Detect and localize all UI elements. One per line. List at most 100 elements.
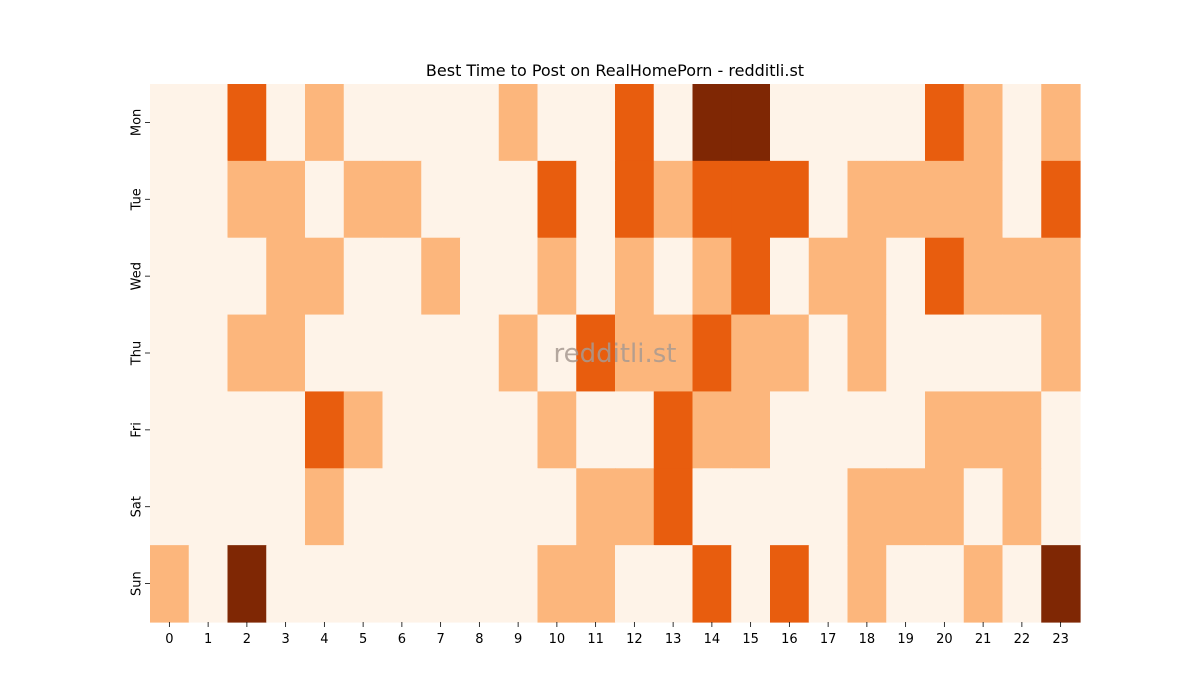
heatmap-cell-sat-13: [653, 468, 694, 546]
heatmap-cell-fri-23: [1041, 391, 1081, 469]
heatmap-cell-mon-1: [188, 84, 229, 162]
heatmap-cell-sat-23: [1041, 468, 1081, 546]
heatmap-cell-tue-15: [731, 160, 771, 239]
heatmap-cell-sun-2: [227, 545, 267, 623]
heatmap-cell-wed-13: [653, 237, 694, 316]
heatmap-cell-mon-9: [498, 84, 539, 162]
heatmap-cell-sat-21: [963, 468, 1004, 546]
heatmap-cell-sat-17: [808, 468, 849, 546]
heatmap-cell-fri-6: [382, 391, 422, 469]
x-tick-label: 7: [436, 632, 444, 647]
heatmap-cell-thu-17: [808, 314, 849, 393]
heatmap-cell-mon-20: [925, 84, 965, 162]
heatmap-cell-fri-11: [576, 391, 616, 469]
x-tick-label: 5: [359, 632, 367, 647]
heatmap-cell-wed-15: [731, 237, 771, 316]
x-tick-label: 15: [742, 632, 759, 647]
heatmap-cell-wed-12: [615, 237, 655, 316]
heatmap-cell-tue-10: [537, 160, 577, 239]
heatmap-cell-sat-15: [731, 468, 771, 546]
heatmap-cell-sun-7: [421, 545, 461, 623]
x-tick-label: 10: [549, 632, 566, 647]
heatmap-cell-tue-20: [925, 160, 965, 239]
heatmap-cell-sun-11: [576, 545, 616, 623]
heatmap-cell-tue-23: [1041, 160, 1081, 239]
x-tick-label: 3: [281, 632, 289, 647]
heatmap-cell-sat-19: [886, 468, 926, 546]
y-tick-label: Thu: [130, 341, 145, 366]
heatmap-cell-sun-9: [498, 545, 539, 623]
heatmap-cell-thu-10: [537, 314, 577, 393]
heatmap-cell-fri-3: [266, 391, 306, 469]
heatmap-cell-thu-16: [770, 314, 810, 393]
heatmap-cell-mon-7: [421, 84, 461, 162]
heatmap-cell-wed-3: [266, 237, 306, 316]
heatmap-cell-sat-22: [1002, 468, 1042, 546]
heatmap-cell-wed-14: [692, 237, 732, 316]
heatmap-cell-tue-3: [266, 160, 306, 239]
heatmap-cell-mon-6: [382, 84, 422, 162]
heatmap-cell-fri-5: [343, 391, 384, 469]
heatmap-cell-wed-21: [963, 237, 1004, 316]
heatmap-cell-sun-20: [925, 545, 965, 623]
x-tick-label: 14: [704, 632, 721, 647]
heatmap-cell-sat-3: [266, 468, 306, 546]
watermark: redditli.st: [554, 339, 677, 369]
heatmap-cell-mon-21: [963, 84, 1004, 162]
heatmap-cell-thu-11: [576, 314, 616, 393]
heatmap-cell-wed-23: [1041, 237, 1081, 316]
heatmap-cell-tue-6: [382, 160, 422, 239]
heatmap-cell-fri-21: [963, 391, 1004, 469]
heatmap-cell-thu-7: [421, 314, 461, 393]
heatmap-cell-sat-20: [925, 468, 965, 546]
heatmap-cell-wed-20: [925, 237, 965, 316]
heatmap-cell-wed-6: [382, 237, 422, 316]
x-tick-label: 1: [204, 632, 212, 647]
heatmap-cell-wed-1: [188, 237, 229, 316]
heatmap-cell-wed-4: [305, 237, 345, 316]
heatmap-cell-mon-22: [1002, 84, 1042, 162]
heatmap-cell-mon-8: [460, 84, 500, 162]
heatmap-cell-sun-18: [847, 545, 887, 623]
heatmap-cell-mon-11: [576, 84, 616, 162]
heatmap-cell-sat-6: [382, 468, 422, 546]
heatmap-cell-fri-9: [498, 391, 539, 469]
x-tick-label: 0: [165, 632, 173, 647]
heatmap-cell-mon-4: [305, 84, 345, 162]
x-tick-label: 22: [1014, 632, 1031, 647]
heatmap-cell-thu-14: [692, 314, 732, 393]
heatmap-cell-mon-14: [692, 84, 732, 162]
heatmap-cell-mon-10: [537, 84, 577, 162]
heatmap-cell-mon-19: [886, 84, 926, 162]
heatmap-cell-fri-12: [615, 391, 655, 469]
heatmap-cell-wed-22: [1002, 237, 1042, 316]
heatmap-cell-thu-4: [305, 314, 345, 393]
heatmap-cell-sun-6: [382, 545, 422, 623]
heatmap-cell-tue-1: [188, 160, 229, 239]
heatmap-cell-thu-3: [266, 314, 306, 393]
y-tick-label: Tue: [130, 188, 145, 211]
heatmap-cell-tue-4: [305, 160, 345, 239]
heatmap-cell-sat-1: [188, 468, 229, 546]
y-tick-label: Mon: [130, 109, 145, 136]
heatmap-cell-sun-3: [266, 545, 306, 623]
heatmap-cell-fri-18: [847, 391, 887, 469]
heatmap-cell-sat-0: [150, 468, 190, 546]
x-tick-label: 6: [398, 632, 406, 647]
heatmap-cell-wed-5: [343, 237, 384, 316]
heatmap-cell-tue-0: [150, 160, 190, 239]
heatmap-cell-mon-15: [731, 84, 771, 162]
heatmap-cell-sat-7: [421, 468, 461, 546]
heatmap-cell-sat-8: [460, 468, 500, 546]
heatmap-cell-tue-5: [343, 160, 384, 239]
heatmap-cell-thu-13: [653, 314, 694, 393]
x-tick-label: 2: [243, 632, 251, 647]
heatmap-cell-wed-0: [150, 237, 190, 316]
heatmap-cell-tue-12: [615, 160, 655, 239]
heatmap-cell-thu-6: [382, 314, 422, 393]
x-tick-label: 17: [820, 632, 837, 647]
heatmap-cell-fri-14: [692, 391, 732, 469]
heatmap-cell-thu-22: [1002, 314, 1042, 393]
heatmap-cell-fri-8: [460, 391, 500, 469]
heatmap-cell-wed-7: [421, 237, 461, 316]
